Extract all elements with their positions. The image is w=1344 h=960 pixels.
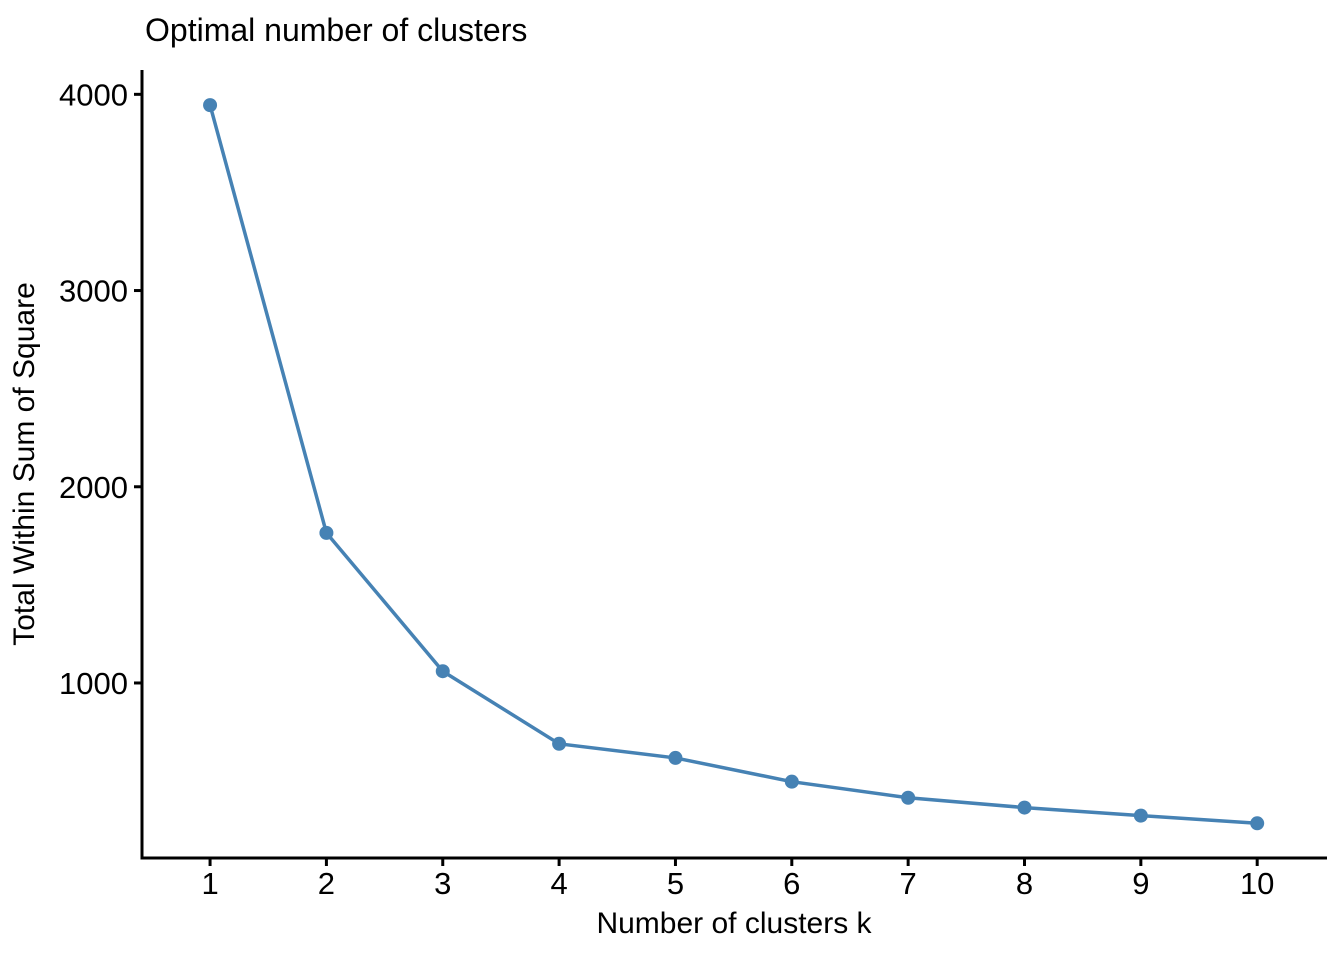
data-point — [552, 736, 567, 751]
x-tick-label: 9 — [1132, 866, 1149, 901]
x-tick-label: 3 — [434, 866, 451, 901]
x-tick-label: 10 — [1240, 866, 1274, 901]
x-tick-label: 1 — [201, 866, 218, 901]
series-line — [208, 103, 1259, 826]
chart-title: Optimal number of clusters — [145, 12, 527, 48]
data-point — [1133, 808, 1148, 823]
y-tick-label: 2000 — [59, 470, 128, 505]
x-tick-label: 7 — [900, 866, 917, 901]
x-axis-title: Number of clusters k — [596, 907, 872, 940]
x-tick-label: 4 — [550, 866, 567, 901]
y-tick-label: 1000 — [59, 666, 128, 701]
x-tick-label: 5 — [667, 866, 684, 901]
x-tick-label: 2 — [318, 866, 335, 901]
data-point — [435, 664, 450, 679]
data-point — [203, 98, 218, 113]
data-point — [784, 774, 799, 789]
data-point — [668, 750, 683, 765]
data-point — [901, 790, 916, 805]
y-axis-title: Total Within Sum of Square — [8, 282, 41, 646]
data-point — [1017, 800, 1032, 815]
y-tick-label: 3000 — [59, 274, 128, 309]
data-point — [1250, 816, 1265, 831]
data-point — [319, 525, 334, 540]
x-tick-label: 6 — [783, 866, 800, 901]
x-tick-label: 8 — [1016, 866, 1033, 901]
plot-area: 1000 2000 3000 4000 1 2 3 4 5 6 7 8 9 10 — [59, 70, 1327, 901]
y-tick-label: 4000 — [59, 77, 128, 112]
